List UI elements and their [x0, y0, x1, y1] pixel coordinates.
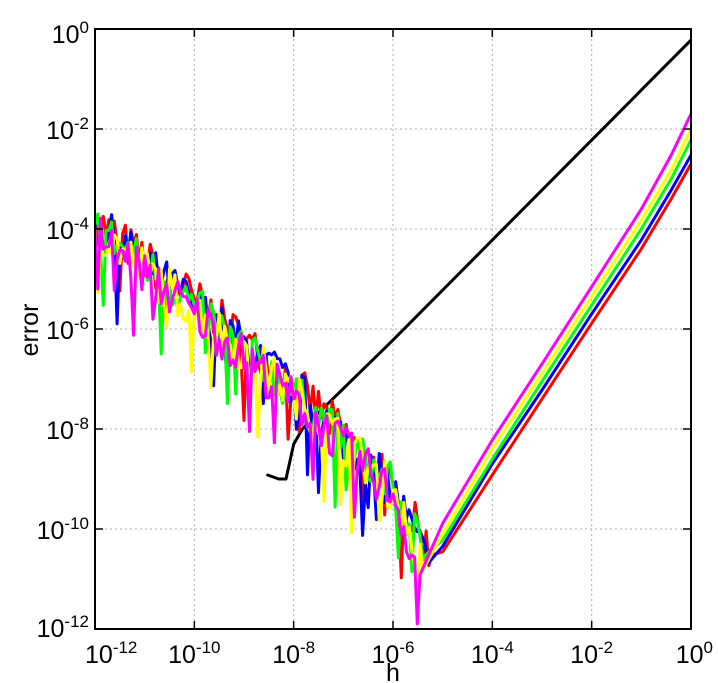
- grid: [95, 29, 691, 629]
- x-tick-label: 10-2: [570, 638, 613, 669]
- y-tick-label: 100: [52, 18, 89, 49]
- y-tick-label: 10-2: [46, 114, 89, 145]
- series-line: [95, 127, 691, 598]
- x-tick-label: 100: [676, 638, 713, 669]
- x-tick-label: 10-10: [168, 638, 220, 669]
- series-layer: [95, 38, 691, 626]
- y-tick-label: 10-10: [37, 514, 89, 545]
- x-tick-labels: 10-12 10-10 10-8 10-6 10-4 10-2 100: [85, 638, 713, 669]
- x-tick-label: 10-12: [85, 638, 137, 669]
- y-tick-labels: 10-12 10-10 10-8 10-6 10-4 10-2 100: [37, 18, 89, 643]
- series-line: [266, 38, 691, 481]
- x-axis-label: h: [386, 659, 400, 683]
- y-tick-label: 10-6: [46, 314, 89, 345]
- y-tick-label: 10-12: [37, 612, 89, 643]
- x-tick-label: 10-4: [471, 638, 514, 669]
- y-tick-label: 10-8: [46, 414, 89, 445]
- tick-marks: [94, 28, 692, 630]
- y-axis-label: error: [16, 304, 44, 357]
- x-tick-label: 10-8: [272, 638, 315, 669]
- y-tick-label: 10-4: [46, 214, 89, 245]
- x-tick-label: 10-6: [372, 638, 415, 669]
- series-line: [95, 112, 691, 626]
